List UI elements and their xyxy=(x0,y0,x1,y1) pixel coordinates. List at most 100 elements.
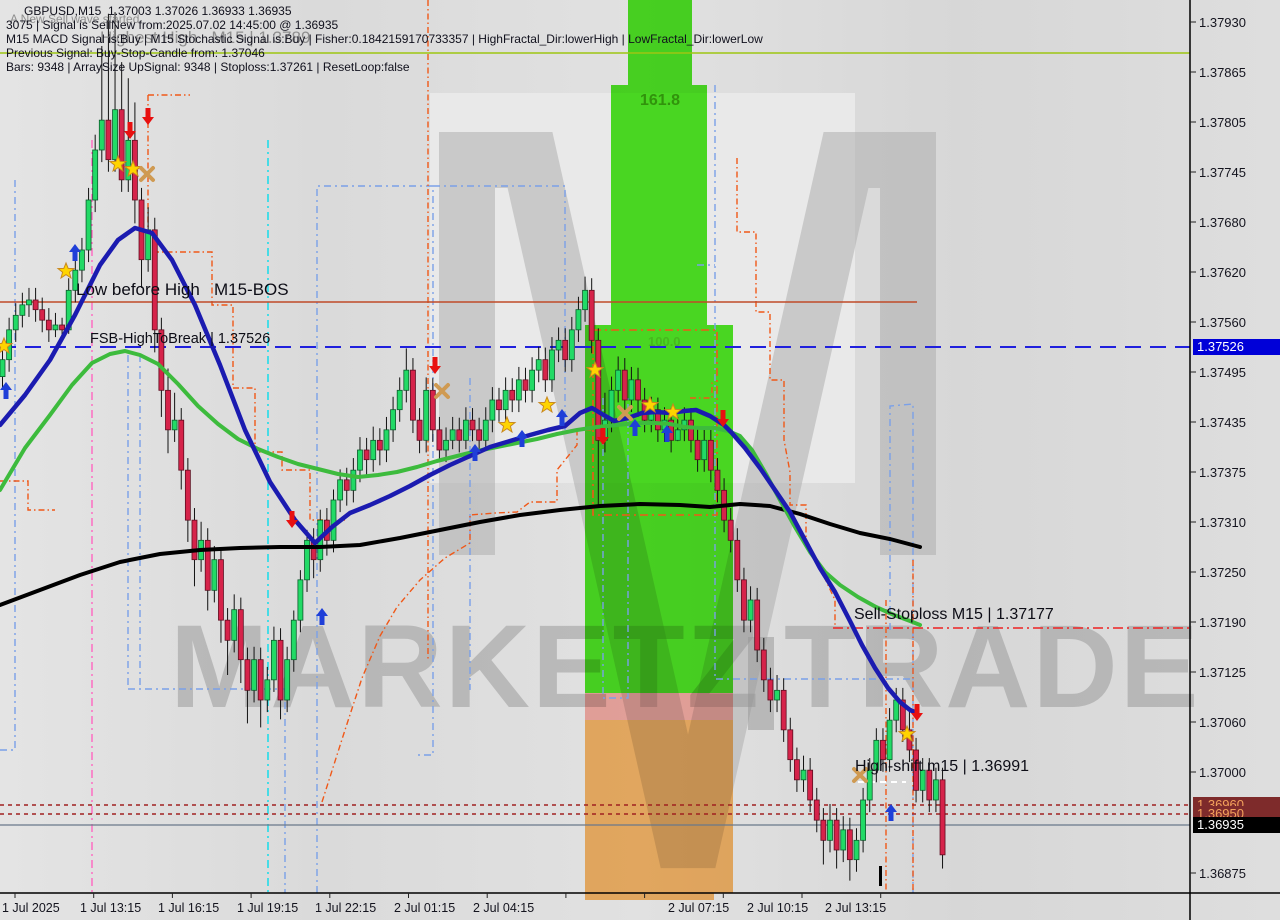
candle-bull xyxy=(608,389,615,421)
candle-bull xyxy=(337,479,344,501)
sell-arrow-icon xyxy=(286,511,298,528)
candle-bear xyxy=(509,389,516,401)
candle-bull xyxy=(853,839,860,861)
signal-star-icon xyxy=(897,724,917,743)
candle-bull xyxy=(72,269,79,291)
candle-bull xyxy=(747,599,754,621)
candle-bear xyxy=(178,419,185,471)
time-axis-label: 1 Jul 2025 xyxy=(2,901,60,915)
fib-zone-salmon xyxy=(585,693,733,720)
candle-bull xyxy=(12,314,19,331)
bar-tick xyxy=(879,866,882,886)
candle-bull xyxy=(390,409,396,431)
buy-arrow-icon xyxy=(0,382,12,399)
candle-bear xyxy=(45,319,52,331)
price-axis-label: 1.37375 xyxy=(1199,465,1246,480)
candle-bull xyxy=(549,349,555,381)
fractal-channel-line xyxy=(321,429,592,803)
candle-bear xyxy=(807,769,814,801)
ma-black xyxy=(0,502,922,607)
candle-bull xyxy=(264,679,271,701)
price-axis-label: 1.37060 xyxy=(1199,715,1246,730)
time-axis-label: 1 Jul 16:15 xyxy=(158,901,220,915)
candle-bull xyxy=(304,539,310,581)
candle-bear xyxy=(813,799,820,821)
price-axis-label: 1.37125 xyxy=(1199,665,1246,680)
candle-bull xyxy=(443,439,449,451)
candle-bear xyxy=(820,819,827,841)
candle-bear xyxy=(767,679,774,701)
candle-bear xyxy=(588,289,595,341)
signal-star-icon xyxy=(537,395,557,414)
candle-bear xyxy=(734,539,741,581)
price-axis-label: 1.37250 xyxy=(1199,565,1246,580)
fractal-channel-line xyxy=(0,480,55,511)
sell-arrow-icon xyxy=(429,357,441,374)
candle-bear xyxy=(794,759,800,781)
candle-bull xyxy=(26,299,32,306)
buy-arrow-icon xyxy=(556,409,568,426)
candle-bear xyxy=(224,619,231,641)
fractal-channel-line xyxy=(147,95,345,521)
close-signal-x-icon xyxy=(617,405,633,421)
sell-arrow-icon xyxy=(717,410,729,427)
candle-bull xyxy=(529,369,535,391)
close-signal-x-icon xyxy=(852,767,868,783)
candle-bull xyxy=(575,309,582,331)
buy-arrow-icon xyxy=(885,804,897,821)
candle-bull xyxy=(52,324,59,331)
ma-green xyxy=(0,349,922,627)
candle-bear xyxy=(456,429,463,441)
time-axis-label: 2 Jul 07:15 xyxy=(668,901,730,915)
buy-arrow-icon xyxy=(661,425,673,442)
candle-bull xyxy=(171,419,178,431)
candle-bull xyxy=(568,329,575,361)
close-signal-x-icon xyxy=(434,383,450,399)
fib-zone-green-mid xyxy=(611,85,707,325)
time-axis-label: 2 Jul 10:15 xyxy=(747,901,809,915)
price-axis-label: 1.37310 xyxy=(1199,515,1246,530)
candle-bull xyxy=(827,819,833,841)
previous-signal-line: Previous Signal: Buy-Stop-Candle from: 1… xyxy=(6,46,265,60)
candle-bear xyxy=(105,119,112,161)
candle-bear xyxy=(595,339,602,441)
price-tag: 1.36935 xyxy=(1193,817,1280,833)
candle-bull xyxy=(370,439,377,461)
candle-bull xyxy=(231,609,238,641)
price-axis-label: 1.37435 xyxy=(1199,415,1246,430)
candle-bull xyxy=(284,659,291,701)
candle-bull xyxy=(515,379,522,401)
candle-bull xyxy=(98,119,105,151)
candle-bear xyxy=(343,479,350,491)
candle-bull xyxy=(423,389,430,441)
price-axis-label: 1.37865 xyxy=(1199,65,1246,80)
candle-bull xyxy=(582,289,588,311)
candle-bear xyxy=(476,429,483,441)
buy-arrow-icon xyxy=(469,444,481,461)
sell-arrow-icon xyxy=(597,428,609,445)
candle-bear xyxy=(833,819,840,851)
candle-bear xyxy=(184,469,191,521)
signal-star-icon xyxy=(0,336,14,355)
candle-bull xyxy=(396,389,403,411)
price-axis-label: 1.37620 xyxy=(1199,265,1246,280)
candle-bear xyxy=(218,559,224,621)
candle-bear xyxy=(237,609,244,661)
candle-bear xyxy=(277,639,284,701)
candle-bull xyxy=(933,779,939,801)
signal-star-icon xyxy=(56,261,76,280)
signal-box-line xyxy=(602,398,629,699)
candle-bull xyxy=(774,689,780,701)
candle-bear xyxy=(654,409,661,431)
candle-bear xyxy=(469,419,476,431)
candle-bear xyxy=(694,439,701,461)
candle-bear xyxy=(118,109,125,181)
price-axis-label: 1.37190 xyxy=(1199,615,1246,630)
price-axis-label: 1.37680 xyxy=(1199,215,1246,230)
signal-star-icon xyxy=(497,415,517,434)
fsb-label: FSB-HighToBreak | 1.37526 xyxy=(90,331,271,347)
candle-bear xyxy=(158,329,165,391)
candle-bear xyxy=(39,309,46,321)
candle-bear xyxy=(760,649,767,681)
